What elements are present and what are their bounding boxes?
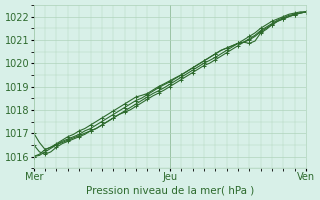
X-axis label: Pression niveau de la mer( hPa ): Pression niveau de la mer( hPa ) xyxy=(86,185,254,195)
